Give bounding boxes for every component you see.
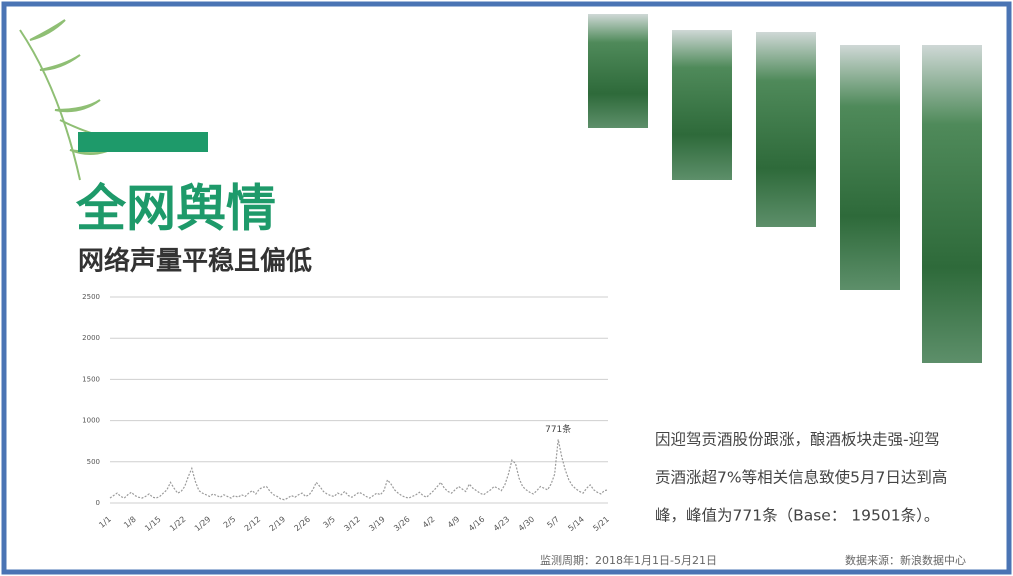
y-tick-label: 500 (87, 458, 100, 466)
data-source: 数据来源：新浪数据中心 (845, 553, 966, 567)
slide-title: 全网舆情 (75, 180, 276, 238)
description-line: 因迎驾贡酒股份跟涨，酿酒板块走强-迎驾 (655, 431, 940, 449)
description-line: 峰，峰值为771条（Base： 19501条）。 (655, 507, 939, 525)
monitoring-period: 监测周期：2018年1月1日-5月21日 (540, 553, 717, 567)
landscape-photos (588, 14, 982, 363)
y-tick-label: 0 (96, 499, 100, 507)
y-tick-label: 2000 (82, 334, 100, 342)
slide-subtitle: 网络声量平稳且偏低 (78, 246, 312, 277)
y-tick-label: 2500 (82, 293, 100, 301)
y-tick-label: 1000 (82, 417, 100, 425)
data-label: 771条 (545, 423, 571, 435)
y-tick-label: 1500 (82, 375, 100, 383)
description-line: 贡酒涨超7%等相关信息致使5月7日达到高 (655, 469, 947, 487)
accent-bar (78, 132, 208, 152)
